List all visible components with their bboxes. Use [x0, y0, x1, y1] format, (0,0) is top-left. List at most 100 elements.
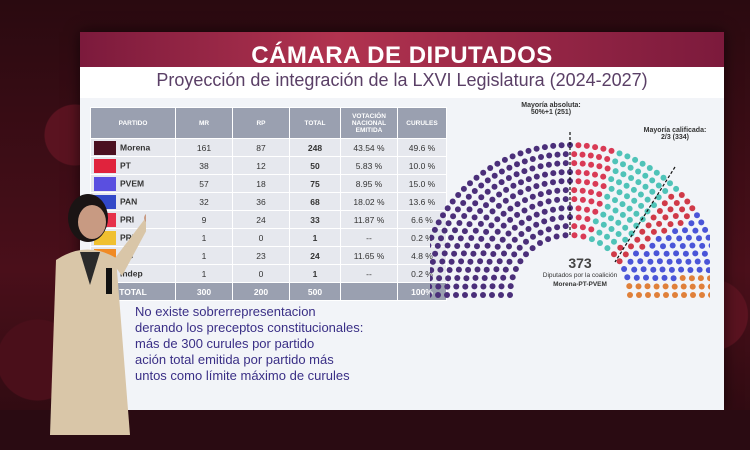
seat-dot — [537, 200, 544, 207]
seat-dot — [575, 214, 582, 221]
seat-dot — [554, 151, 561, 158]
seat-dot — [523, 251, 529, 258]
party-name: Indep — [120, 267, 143, 278]
cell-total: 1 — [289, 264, 341, 283]
seat-dot — [669, 242, 676, 249]
seat-dot — [471, 188, 478, 194]
seat-dot — [642, 183, 649, 190]
seat-dot — [525, 226, 532, 232]
seat-dot — [640, 266, 647, 273]
seat-dot — [562, 196, 569, 203]
seat-dot — [583, 142, 590, 149]
cell-mr: 161 — [175, 138, 233, 157]
seat-dot — [592, 180, 599, 187]
seat-dot — [630, 186, 637, 193]
seat-dot — [616, 150, 623, 157]
cell-vote: -- — [340, 228, 398, 247]
seat-dot — [514, 161, 520, 168]
seat-dot — [471, 292, 477, 298]
seat-dot — [513, 171, 520, 178]
seat-dot — [655, 235, 662, 242]
seat-dot — [584, 216, 591, 222]
seat-dot — [627, 258, 634, 265]
table-row: PVEM 57 18 75 8.95 % 15.0 % — [90, 174, 447, 193]
seat-dot — [518, 231, 525, 237]
seat-dot — [608, 147, 615, 154]
seat-dot — [656, 258, 663, 265]
seat-dot — [632, 156, 639, 163]
seat-dot — [654, 292, 660, 298]
seat-dot — [450, 213, 457, 220]
seat-dot — [612, 158, 619, 165]
seat-dot — [588, 198, 595, 205]
seat-dot — [584, 179, 590, 186]
seat-dot — [460, 200, 467, 206]
seat-dot — [571, 151, 578, 158]
seat-dot — [698, 219, 705, 226]
seat-dot — [624, 193, 630, 200]
seat-dot — [538, 154, 544, 160]
seat-dot — [483, 228, 490, 235]
seat-dot — [446, 267, 453, 273]
seat-dot — [460, 250, 467, 257]
seat-dot — [644, 283, 651, 290]
cell-vote: 43.54 % — [340, 138, 398, 157]
seat-dot — [506, 258, 513, 265]
seat-dot — [494, 228, 501, 235]
seat-dot — [435, 219, 442, 226]
total-cell: 300 — [175, 282, 233, 301]
cell-total: 50 — [289, 156, 341, 175]
seat-dot — [650, 214, 657, 221]
seat-dot — [604, 165, 611, 172]
seat-dot — [496, 258, 503, 265]
seat-dot — [511, 251, 518, 258]
seat-dot — [600, 173, 607, 180]
seat-dot — [708, 292, 710, 298]
cell-total: 1 — [289, 228, 341, 247]
total-cell: 200 — [232, 282, 290, 301]
seat-dot — [533, 173, 540, 180]
seat-dot — [545, 226, 552, 233]
party-name: PRI — [120, 213, 135, 224]
seat-dot — [478, 235, 485, 242]
seat-dot — [608, 185, 615, 192]
seat-dot — [616, 179, 622, 186]
seat-dot — [491, 274, 497, 281]
seat-dot — [575, 142, 582, 149]
seat-dot — [622, 236, 629, 243]
seat-dot — [558, 178, 565, 185]
seat-dot — [529, 193, 536, 200]
seat-dot — [439, 258, 446, 265]
seat-dot — [615, 219, 622, 226]
cell-mr: 32 — [175, 192, 233, 211]
seat-dot — [466, 221, 473, 228]
header-total: TOTAL — [289, 107, 341, 139]
seat-dot — [506, 164, 513, 171]
cell-vote: 11.87 % — [340, 210, 398, 229]
seat-dot — [554, 160, 561, 167]
seat-dot — [670, 275, 677, 282]
seat-dot — [516, 244, 523, 251]
seat-dot — [661, 227, 668, 234]
seat-dot — [457, 235, 464, 242]
table-row: PAN 32 36 68 18.02 % 13.6 % — [90, 192, 447, 211]
seat-dot — [464, 242, 471, 249]
seat-dot — [646, 165, 653, 171]
seat-dot — [461, 228, 468, 235]
seat-dot — [694, 212, 700, 219]
seat-dot — [458, 258, 465, 265]
seat-dot — [444, 205, 451, 212]
seat-dot — [604, 245, 611, 252]
seat-dot — [645, 222, 652, 229]
seat-dot — [639, 160, 646, 167]
seat-dot — [518, 219, 525, 226]
seat-dot — [436, 275, 443, 282]
seat-dot — [679, 206, 686, 213]
seat-dot — [579, 187, 586, 194]
seat-dot — [525, 185, 532, 192]
seat-dot — [494, 216, 501, 223]
cell-rp: 0 — [232, 264, 290, 283]
cell-mr: 38 — [175, 156, 233, 175]
seat-dot — [499, 236, 506, 243]
seat-dot — [571, 160, 578, 167]
